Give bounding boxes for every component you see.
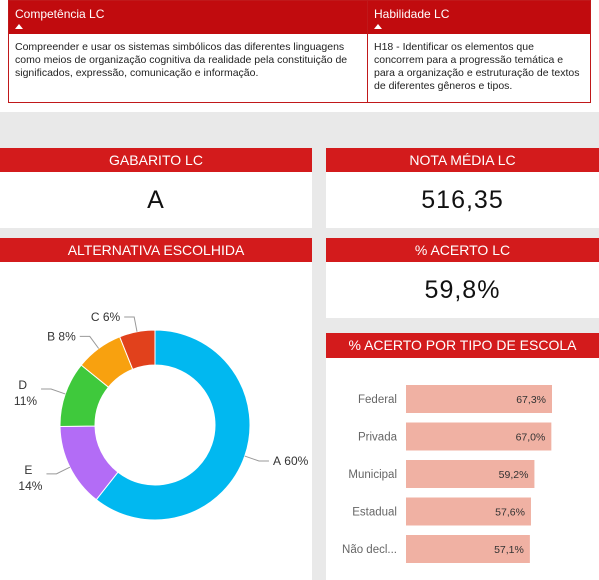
bar bbox=[406, 422, 552, 451]
y-tick-label: Federal bbox=[358, 394, 397, 406]
cell: Compreender e usar os sistemas simbólico… bbox=[15, 41, 348, 79]
label-value: 60% bbox=[284, 454, 308, 468]
label-value: 11% bbox=[14, 394, 37, 408]
leader-line bbox=[124, 316, 138, 332]
data-label: B 8% bbox=[47, 329, 76, 343]
header-cell[interactable]: Competência LC bbox=[9, 1, 368, 29]
chart-panel: A 60% E 14% D 11% B 8% C 6% bbox=[0, 262, 312, 580]
label-category: D bbox=[18, 378, 27, 392]
label-value: 6% bbox=[103, 310, 121, 324]
card-title: NOTA MÉDIA LC bbox=[326, 148, 599, 172]
table-header bbox=[9, 1, 590, 34]
bar bbox=[406, 385, 552, 413]
card-value: 516,35 bbox=[326, 172, 599, 228]
cell: H18 - Identificar os elementos que conco… bbox=[374, 41, 580, 92]
table: Competência LC Habilidade LC Compreender… bbox=[8, 0, 591, 103]
data-label: A 60% bbox=[273, 454, 309, 468]
bar bbox=[406, 460, 535, 488]
data-label: 67,3% bbox=[516, 394, 546, 406]
chart-title: % ACERTO POR TIPO DE ESCOLA bbox=[326, 333, 599, 358]
divider bbox=[367, 1, 368, 102]
donut-slice bbox=[119, 329, 156, 370]
data-label: E 14% bbox=[18, 463, 42, 493]
leader-line bbox=[46, 466, 71, 475]
label-category: A bbox=[273, 454, 281, 468]
card-title: % ACERTO LC bbox=[326, 238, 599, 262]
leader-line bbox=[79, 335, 100, 349]
y-tick-label: Municipal bbox=[348, 469, 397, 481]
card-value: 59,8% bbox=[326, 262, 599, 318]
data-label: 57,6% bbox=[495, 507, 525, 519]
y-tick-label: Não decl... bbox=[342, 544, 397, 556]
data-label: 67,0% bbox=[516, 432, 546, 444]
data-label: D 11% bbox=[14, 378, 37, 408]
label-value: 14% bbox=[18, 479, 42, 493]
donut-chart: A 60% E 14% D 11% B 8% C 6% bbox=[14, 310, 309, 521]
label-category: E bbox=[24, 463, 32, 477]
bar-chart: Federal 67,3% Privada 67,0% Municipal 59,2% Es… bbox=[342, 385, 552, 563]
y-tick-label: Estadual bbox=[352, 507, 397, 519]
bar bbox=[406, 497, 531, 526]
header-text: Habilidade LC bbox=[374, 7, 450, 21]
label-category: B bbox=[47, 329, 55, 343]
data-label: 57,1% bbox=[494, 544, 524, 556]
bar bbox=[406, 535, 530, 563]
y-tick-label: Privada bbox=[358, 432, 398, 444]
donut-slice bbox=[95, 329, 251, 521]
leader-line bbox=[41, 388, 66, 395]
chart-panel: Federal 67,3% Privada 67,0% Municipal 59,2% Es… bbox=[326, 358, 599, 580]
label-value: 8% bbox=[58, 329, 76, 343]
label-category: C bbox=[91, 310, 100, 324]
data-label: 59,2% bbox=[499, 469, 529, 481]
header-cell[interactable]: Habilidade LC bbox=[368, 1, 590, 29]
leader-line bbox=[244, 455, 269, 462]
card-value: A bbox=[0, 172, 312, 228]
card-title: GABARITO LC bbox=[0, 148, 312, 172]
header-text: Competência LC bbox=[15, 7, 105, 21]
data-label: C 6% bbox=[91, 310, 121, 324]
chart-title: ALTERNATIVA ESCOLHIDA bbox=[0, 238, 312, 262]
